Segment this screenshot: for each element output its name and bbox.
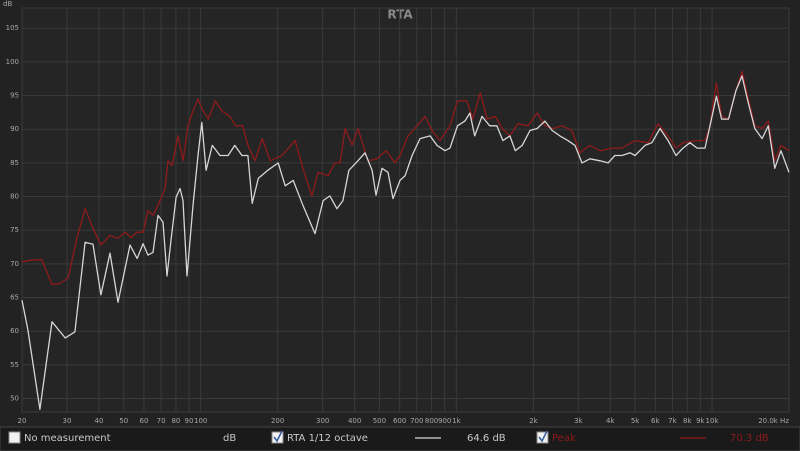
checkbox[interactable] xyxy=(271,431,284,444)
x-tick-label: 50 xyxy=(119,417,128,425)
y-tick-label: 60 xyxy=(10,327,19,335)
no-measurement-label: No measurement xyxy=(24,433,111,444)
readout: 70.3 dB xyxy=(730,433,769,444)
status-bar-bg xyxy=(0,426,800,451)
x-tick-label: 40 xyxy=(95,417,104,425)
status-bar: No measurement dB RTA 1/12 octave 64.6 dB… xyxy=(0,426,800,451)
chart-title: RTA xyxy=(387,8,413,22)
x-tick-label: 7k xyxy=(668,417,677,425)
x-tick-label: 6k xyxy=(651,417,660,425)
x-tick-label: 90 xyxy=(185,417,194,425)
y-tick-label: 100 xyxy=(6,58,19,66)
x-tick-label: 60 xyxy=(140,417,149,425)
y-tick-label: 85 xyxy=(10,159,19,167)
x-tick-label: 8k xyxy=(683,417,692,425)
x-tick-label: 700 xyxy=(410,417,423,425)
y-axis-label: dB xyxy=(3,0,12,8)
y-tick-label: 90 xyxy=(10,125,19,133)
x-tick-label: 500 xyxy=(373,417,386,425)
y-tick-label: 55 xyxy=(10,361,19,369)
readout: 64.6 dB xyxy=(467,433,506,444)
y-tick-label: 80 xyxy=(10,193,19,201)
x-tick-label: 100 xyxy=(194,417,207,425)
series-line xyxy=(21,70,790,286)
unit-label: dB xyxy=(223,433,236,444)
checkmark xyxy=(538,430,548,443)
y-tick-label: 95 xyxy=(10,92,19,100)
x-tick-label: 4k xyxy=(606,417,615,425)
x-tick-label: 3k xyxy=(574,417,583,425)
series-line xyxy=(21,75,790,410)
x-tick-label: 9k xyxy=(696,417,705,425)
x-tick-label: 200 xyxy=(271,417,284,425)
x-tick-label: 10k xyxy=(706,417,720,425)
y-tick-label: 75 xyxy=(10,226,19,234)
x-tick-label: 400 xyxy=(348,417,361,425)
checkbox[interactable] xyxy=(536,431,549,444)
y-tick-label: 105 xyxy=(6,24,19,32)
x-tick-label: 20.0k Hz xyxy=(758,417,789,425)
legend-label: Peak xyxy=(552,433,576,444)
checkmark xyxy=(273,430,283,443)
x-tick-label: 2k xyxy=(529,417,538,425)
x-tick-label: 20 xyxy=(18,417,27,425)
x-tick-label: 1k xyxy=(452,417,461,425)
x-tick-label: 70 xyxy=(157,417,166,425)
x-tick-label: 300 xyxy=(316,417,329,425)
legend-label: RTA 1/12 octave xyxy=(287,433,368,444)
y-tick-label: 50 xyxy=(10,395,19,403)
x-tick-label: 5k xyxy=(631,417,640,425)
x-tick-label: 900 xyxy=(438,417,451,425)
y-tick-label: 70 xyxy=(10,260,19,268)
plot-area xyxy=(21,7,790,413)
x-tick-label: 600 xyxy=(393,417,406,425)
x-tick-label: 30 xyxy=(63,417,72,425)
x-tick-label: 800 xyxy=(425,417,438,425)
y-tick-label: 65 xyxy=(10,294,19,302)
x-tick-label: 80 xyxy=(171,417,180,425)
checkbox[interactable] xyxy=(8,431,21,444)
